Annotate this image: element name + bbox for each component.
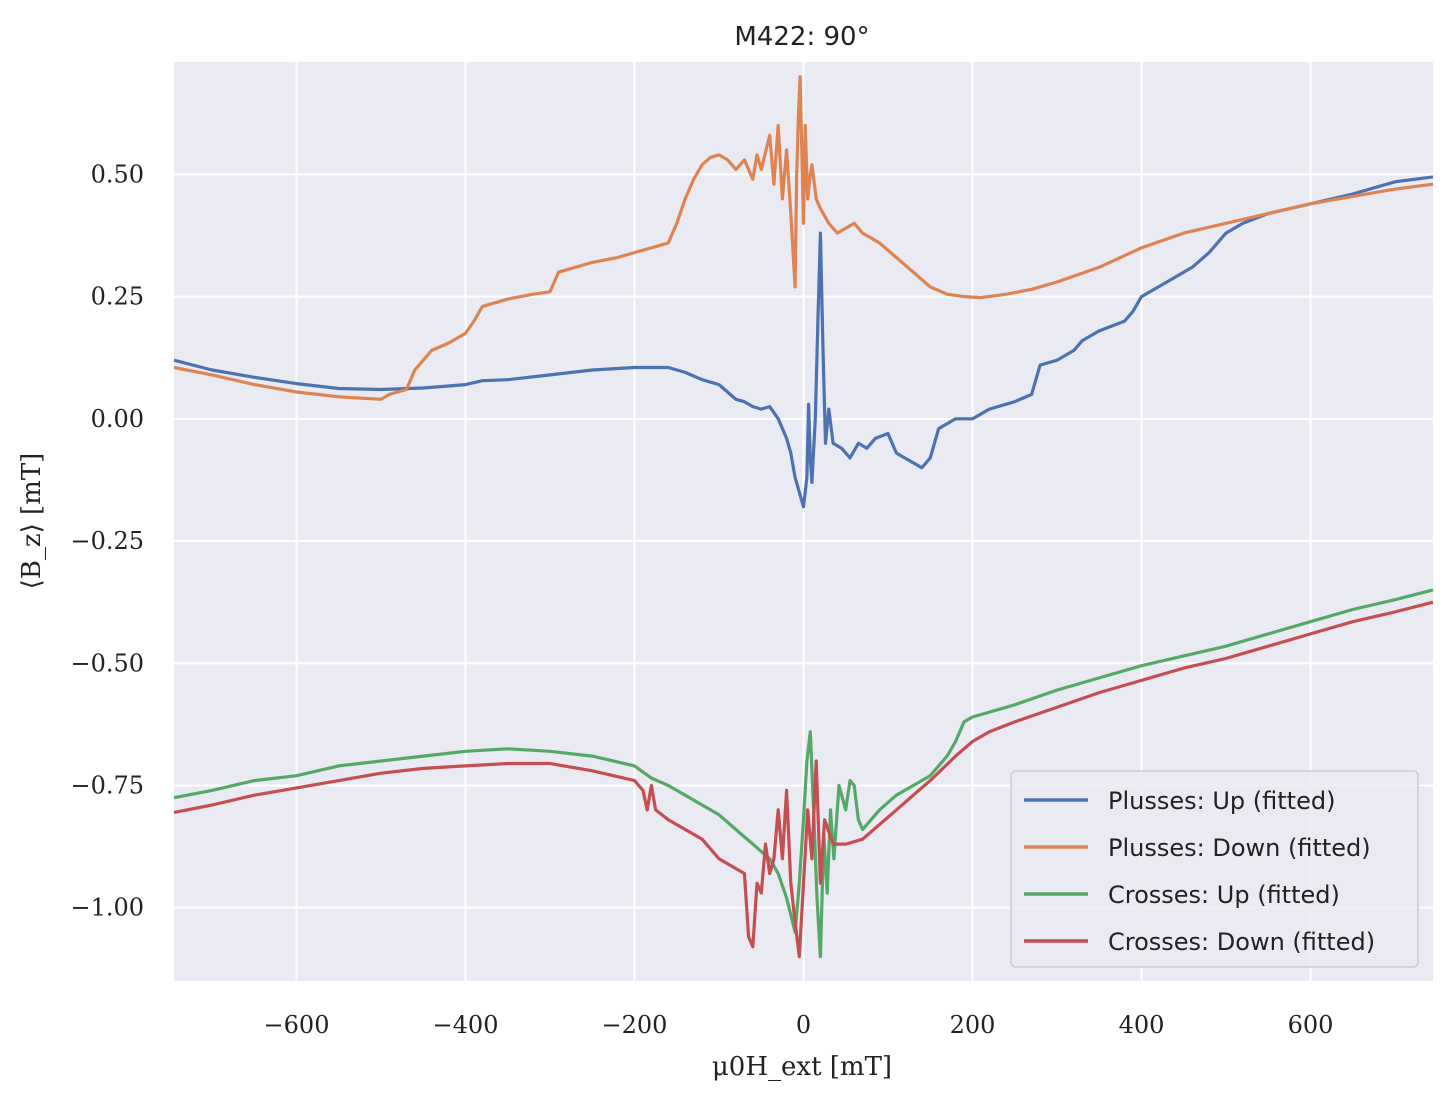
x-tick-label: −200 (602, 1011, 668, 1039)
series-line-1 (173, 75, 1434, 401)
series-line-3 (173, 600, 1434, 959)
y-tick-label: 0.25 (91, 283, 144, 311)
legend-label: Plusses: Down (fitted) (1108, 834, 1371, 862)
chart-title: M422: 90° (734, 22, 869, 52)
y-tick-label: 0.00 (91, 405, 144, 433)
y-tick-label: −0.50 (70, 649, 144, 677)
legend-label: Crosses: Down (fitted) (1108, 928, 1375, 956)
series-line-0 (173, 175, 1434, 509)
legend: Plusses: Up (fitted) Plusses: Down (fitte… (1010, 770, 1419, 968)
x-tick-label: 0 (796, 1011, 811, 1039)
x-tick-label: 200 (950, 1011, 996, 1039)
y-ticks: 0.50 0.25 0.00 −0.25 −0.50 −0.75 −1.00 (70, 160, 144, 921)
x-axis-label: μ0H_ext [mT] (712, 1052, 892, 1082)
x-tick-label: −400 (433, 1011, 499, 1039)
y-tick-label: −1.00 (70, 894, 144, 922)
y-tick-label: −0.75 (70, 771, 144, 799)
legend-box (1010, 770, 1419, 968)
legend-label: Plusses: Up (fitted) (1108, 787, 1335, 815)
series-lines (173, 75, 1434, 959)
legend-label: Crosses: Up (fitted) (1108, 881, 1340, 909)
x-tick-label: 600 (1288, 1011, 1334, 1039)
y-axis-label: ⟨B_z⟩ [mT] (17, 453, 47, 590)
y-tick-label: 0.50 (91, 160, 144, 188)
y-tick-label: −0.25 (70, 527, 144, 555)
x-tick-label: 400 (1119, 1011, 1165, 1039)
x-ticks: −600 −400 −200 0 200 400 600 (264, 1011, 1334, 1039)
x-tick-label: −600 (264, 1011, 330, 1039)
